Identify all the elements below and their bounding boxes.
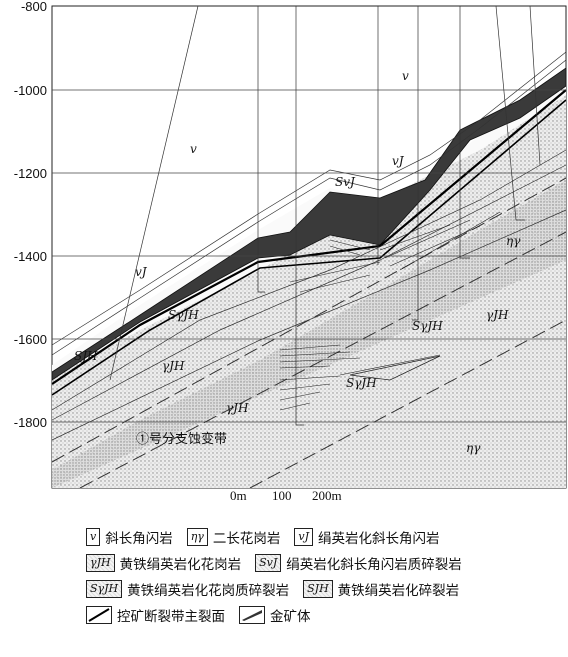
legend-swatch: SJH — [303, 580, 333, 598]
fault-plane-symbol — [86, 606, 112, 624]
y-tick-label: -800 — [21, 0, 47, 14]
gold-orebody — [51, 67, 567, 381]
legend-swatch: γJH — [86, 554, 115, 572]
legend-text: 斜长角闪岩 — [105, 531, 173, 547]
legend-swatch: v — [86, 528, 101, 546]
y-tick-label: -1200 — [14, 166, 47, 181]
granite-domain — [52, 95, 566, 488]
rock-label: v — [190, 142, 197, 156]
legend-text: 二长花岗岩 — [212, 531, 281, 547]
legend-text: 绢英岩化斜长角闪岩质碎裂岩 — [286, 557, 462, 573]
rock-label: SvJ — [335, 175, 356, 189]
legend-item: v 斜长角闪岩 — [86, 527, 173, 547]
rock-label: SγJH — [412, 319, 443, 333]
rock-label: γJH — [162, 359, 185, 373]
rock-label: γJH — [486, 308, 509, 322]
orebody-symbol — [239, 606, 265, 624]
legend-row: SγJH 黄铁绢英岩化花岗质碎裂岩 SJH 黄铁绢英岩化碎裂岩 — [86, 576, 566, 602]
scale-label-0: 0m — [230, 488, 247, 500]
elevation-gridlines — [52, 89, 566, 423]
legend-text: 控矿断裂带主裂面 — [117, 609, 225, 625]
legend-text: 绢英岩化斜长角闪岩 — [318, 531, 440, 547]
drill-holes — [109, 5, 541, 426]
y-tick-label: -1000 — [14, 83, 47, 98]
y-tick-label: -1800 — [14, 415, 47, 430]
legend-item: SγJH 黄铁绢英岩化花岗质碎裂岩 — [86, 579, 289, 599]
rock-label: SJH — [74, 349, 98, 363]
fault-lines — [51, 51, 567, 441]
legend-row: v 斜长角闪岩 ηγ 二长花岗岩 vJ 绢英岩化斜长角闪岩 — [86, 524, 566, 550]
legend-item: ηγ 二长花岗岩 — [186, 527, 281, 547]
main-fault-line-2 — [51, 99, 567, 396]
legend: v 斜长角闪岩 ηγ 二长花岗岩 vJ 绢英岩化斜长角闪岩 γJH 黄铁绢英岩化花岗岩 … — [86, 524, 566, 628]
legend-swatch: SvJ — [255, 554, 282, 572]
rock-label: SγJH — [168, 308, 199, 322]
y-tick-label: -1600 — [14, 332, 47, 347]
fracture-hatching — [279, 211, 501, 411]
scale-label-200: 200m — [312, 488, 342, 500]
rock-label: v — [402, 69, 409, 83]
legend-text: 金矿体 — [270, 609, 311, 625]
rock-label: ηγ — [506, 234, 521, 248]
legend-item: 金矿体 — [239, 605, 311, 625]
legend-swatch: SγJH — [86, 580, 123, 598]
rock-label: SγJH — [346, 376, 377, 390]
rock-label: vJ — [392, 154, 405, 168]
legend-row: γJH 黄铁绢英岩化花岗岩 SvJ 绢英岩化斜长角闪岩质碎裂岩 — [86, 550, 566, 576]
legend-text: 黄铁绢英岩化碎裂岩 — [337, 583, 460, 599]
rock-label: γJH — [226, 401, 249, 415]
rock-label: ηγ — [466, 441, 481, 455]
fracture-lens — [349, 355, 441, 381]
dashed-zone-lines — [51, 177, 567, 489]
y-tick-label: -1400 — [14, 249, 47, 264]
legend-item: SvJ 绢英岩化斜长角闪岩质碎裂岩 — [255, 553, 462, 573]
legend-swatch: vJ — [294, 528, 314, 546]
geological-cross-section: -800 -1000 -1200 -1400 -1600 -1800 v v v… — [14, 0, 567, 500]
legend-text: 黄铁绢英岩化花岗质碎裂岩 — [127, 583, 290, 599]
rock-label: vJ — [135, 265, 148, 279]
alteration-zone — [52, 180, 566, 488]
legend-item: γJH 黄铁绢英岩化花岗岩 — [86, 553, 241, 573]
scale-label-100: 100 — [272, 488, 292, 500]
legend-swatch: ηγ — [186, 528, 208, 546]
legend-item: SJH 黄铁绢英岩化碎裂岩 — [303, 579, 459, 599]
legend-item: 控矿断裂带主裂面 — [86, 605, 225, 625]
legend-row: 控矿断裂带主裂面 金矿体 — [86, 602, 566, 628]
legend-item: vJ 绢英岩化斜长角闪岩 — [294, 527, 440, 547]
zone-caption: ①号分支蚀变带 — [136, 431, 227, 447]
legend-text: 黄铁绢英岩化花岗岩 — [119, 557, 242, 573]
